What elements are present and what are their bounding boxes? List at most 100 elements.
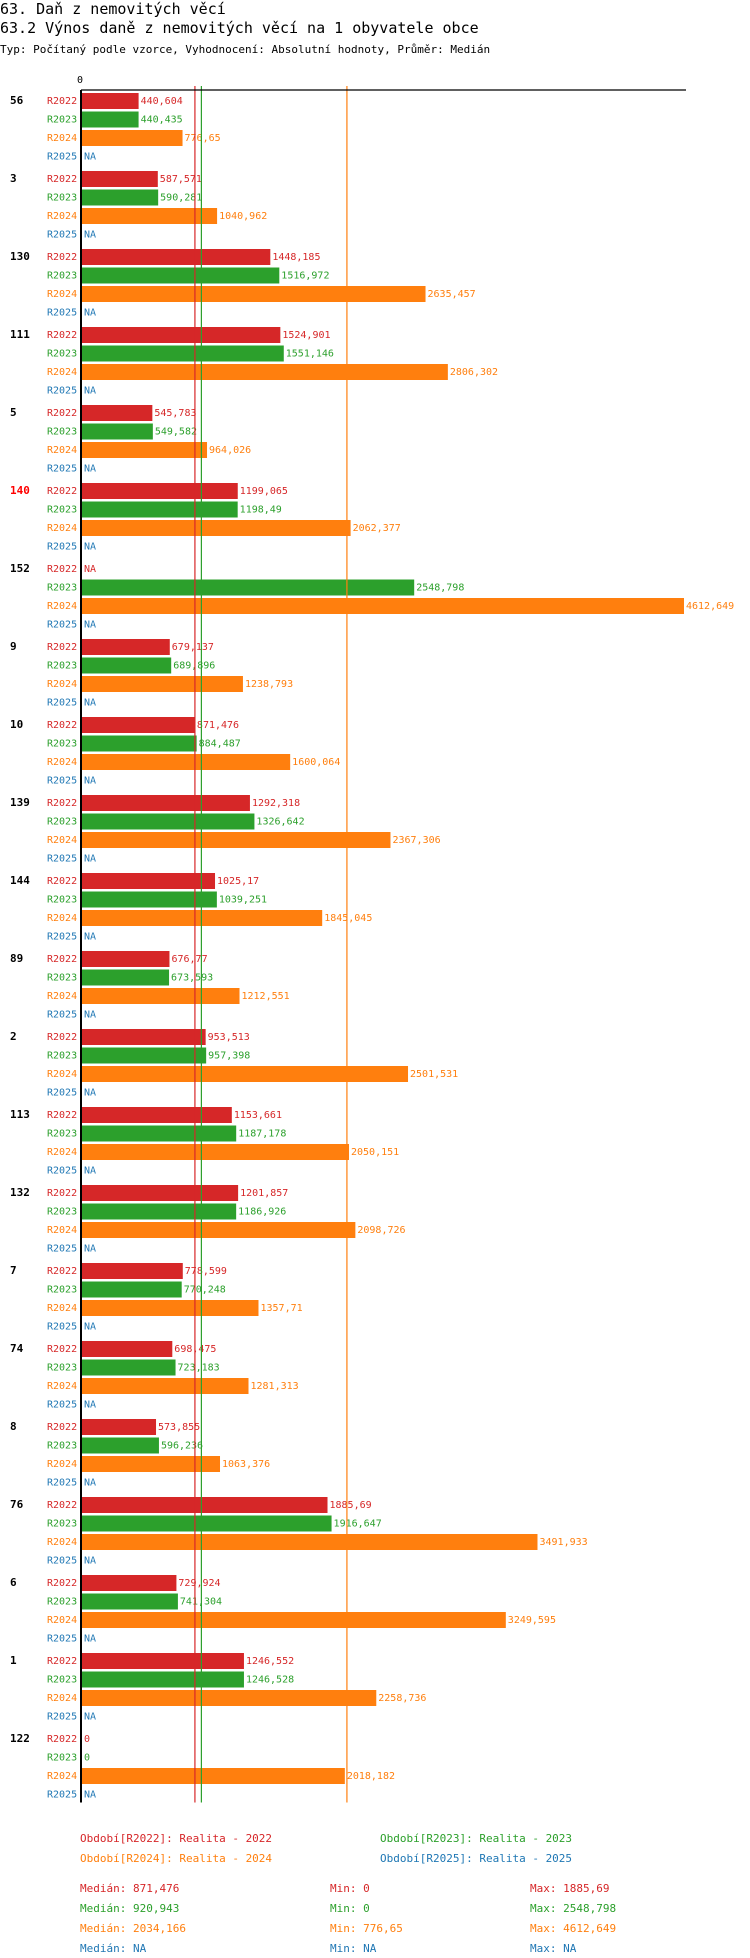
bar-10-R2022 <box>81 717 195 733</box>
series-label-3-R2025: R2025 <box>47 230 77 241</box>
bar-76-R2023 <box>81 1515 332 1532</box>
bar-132-R2022 <box>81 1185 239 1201</box>
series-label-152-R2023: R2023 <box>47 583 77 594</box>
bar-3-R2022 <box>81 171 158 187</box>
series-label-56-R2025: R2025 <box>47 152 77 163</box>
value-label-140-R2022: 1199,065 <box>240 486 288 497</box>
series-label-6-R2025: R2025 <box>47 1634 77 1645</box>
value-label-113-R2024: 2050,151 <box>351 1147 399 1158</box>
bar-1-R2022 <box>81 1653 244 1669</box>
bar-8-R2023 <box>81 1437 159 1454</box>
bar-74-R2022 <box>81 1341 173 1357</box>
series-label-130-R2024: R2024 <box>47 289 77 300</box>
series-label-111-R2024: R2024 <box>47 367 77 378</box>
group-label-89: 89 <box>10 952 23 965</box>
value-label-139-R2022: 1292,318 <box>252 798 300 809</box>
value-label-8-R2023: 596,236 <box>161 1441 203 1452</box>
series-label-76-R2022: R2022 <box>47 1500 77 1511</box>
series-label-144-R2025: R2025 <box>47 932 77 943</box>
series-label-144-R2024: R2024 <box>47 913 77 924</box>
value-label-76-R2024: 3491,933 <box>539 1537 587 1548</box>
value-label-140-R2025: NA <box>84 542 96 553</box>
value-label-113-R2023: 1187,178 <box>238 1129 286 1140</box>
value-label-111-R2022: 1524,901 <box>282 330 330 341</box>
value-label-122-R2022: 0 <box>84 1734 90 1745</box>
group-label-74: 74 <box>10 1342 24 1355</box>
value-label-9-R2022: 679,137 <box>172 642 214 653</box>
bar-139-R2024 <box>81 832 391 848</box>
bar-56-R2022 <box>81 93 139 109</box>
value-label-111-R2023: 1551,146 <box>286 349 334 360</box>
value-label-111-R2025: NA <box>84 386 96 397</box>
bar-3-R2024 <box>81 208 218 224</box>
bar-5-R2023 <box>81 423 153 440</box>
series-label-132-R2024: R2024 <box>47 1225 77 1236</box>
value-label-1-R2022: 1246,552 <box>246 1656 294 1667</box>
group-label-6: 6 <box>10 1576 17 1589</box>
series-label-113-R2025: R2025 <box>47 1166 77 1177</box>
value-label-7-R2024: 1357,71 <box>260 1303 302 1314</box>
series-label-122-R2022: R2022 <box>47 1734 77 1745</box>
group-label-140: 140 <box>10 484 30 497</box>
series-label-122-R2023: R2023 <box>47 1753 77 1764</box>
value-label-9-R2025: NA <box>84 698 96 709</box>
series-label-7-R2023: R2023 <box>47 1285 77 1296</box>
series-label-122-R2025: R2025 <box>47 1790 77 1801</box>
series-label-74-R2023: R2023 <box>47 1363 77 1374</box>
group-label-2: 2 <box>10 1030 17 1043</box>
value-label-144-R2023: 1039,251 <box>219 895 267 906</box>
series-label-10-R2024: R2024 <box>47 757 77 768</box>
bar-113-R2024 <box>81 1144 350 1160</box>
chart-title: 63. Daň z nemovitých věcí <box>0 0 226 18</box>
bar-8-R2024 <box>81 1456 221 1472</box>
value-label-8-R2024: 1063,376 <box>222 1459 270 1470</box>
series-label-111-R2025: R2025 <box>47 386 77 397</box>
group-label-76: 76 <box>10 1498 24 1511</box>
value-label-1-R2023: 1246,528 <box>246 1675 294 1686</box>
bar-5-R2022 <box>81 405 153 421</box>
value-label-2-R2022: 953,513 <box>208 1032 250 1043</box>
value-label-8-R2022: 573,855 <box>158 1422 200 1433</box>
value-label-152-R2023: 2548,798 <box>416 583 464 594</box>
series-label-10-R2022: R2022 <box>47 720 77 731</box>
chart-parameters: Typ: Počítaný podle vzorce, Vyhodnocení:… <box>0 43 491 56</box>
series-label-5-R2023: R2023 <box>47 427 77 438</box>
series-label-2-R2025: R2025 <box>47 1088 77 1099</box>
series-label-89-R2025: R2025 <box>47 1010 77 1021</box>
value-label-2-R2023: 957,398 <box>208 1051 250 1062</box>
value-label-74-R2024: 1281,313 <box>251 1381 299 1392</box>
bar-6-R2022 <box>81 1575 177 1591</box>
value-label-76-R2025: NA <box>84 1556 96 1567</box>
value-label-6-R2024: 3249,595 <box>508 1615 556 1626</box>
series-label-111-R2023: R2023 <box>47 349 77 360</box>
value-label-130-R2022: 1448,185 <box>272 252 320 263</box>
bar-89-R2024 <box>81 988 240 1004</box>
value-label-7-R2022: 778,599 <box>185 1266 227 1277</box>
series-label-122-R2024: R2024 <box>47 1771 77 1782</box>
series-label-1-R2025: R2025 <box>47 1712 77 1723</box>
series-label-9-R2022: R2022 <box>47 642 77 653</box>
value-label-5-R2025: NA <box>84 464 96 475</box>
bar-144-R2023 <box>81 891 217 908</box>
value-label-113-R2025: NA <box>84 1166 96 1177</box>
bar-140-R2023 <box>81 501 238 518</box>
value-label-7-R2023: 770,248 <box>184 1285 226 1296</box>
value-label-132-R2023: 1186,926 <box>238 1207 286 1218</box>
group-label-122: 122 <box>10 1732 30 1745</box>
series-label-3-R2024: R2024 <box>47 211 77 222</box>
bar-111-R2024 <box>81 364 448 380</box>
bar-9-R2023 <box>81 657 172 674</box>
series-label-130-R2022: R2022 <box>47 252 77 263</box>
group-label-3: 3 <box>10 172 17 185</box>
bar-76-R2024 <box>81 1534 538 1550</box>
series-label-113-R2024: R2024 <box>47 1147 77 1158</box>
series-label-8-R2022: R2022 <box>47 1422 77 1433</box>
stat-min-r2022: Min: 0 <box>330 1882 370 1895</box>
series-label-139-R2025: R2025 <box>47 854 77 865</box>
bar-9-R2022 <box>81 639 170 655</box>
series-label-140-R2025: R2025 <box>47 542 77 553</box>
value-label-122-R2024: 2018,182 <box>347 1771 395 1782</box>
stat-min-r2025: Min: NA <box>330 1942 377 1955</box>
series-label-7-R2022: R2022 <box>47 1266 77 1277</box>
bar-113-R2022 <box>81 1107 232 1123</box>
